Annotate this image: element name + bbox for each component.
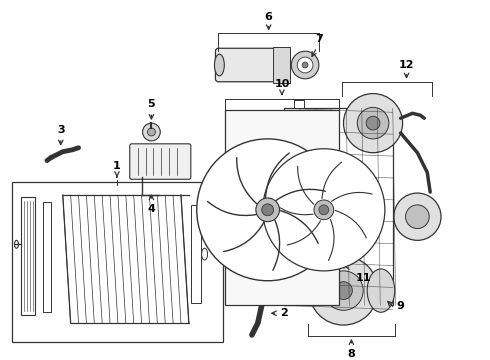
FancyArrowPatch shape [266, 153, 289, 197]
FancyArrowPatch shape [223, 222, 264, 252]
Circle shape [256, 198, 279, 222]
Bar [191, 205, 201, 303]
Circle shape [357, 107, 389, 139]
FancyArrowPatch shape [287, 221, 320, 245]
Text: 8: 8 [347, 349, 355, 359]
Circle shape [143, 123, 160, 141]
FancyArrowPatch shape [273, 203, 313, 215]
Circle shape [314, 200, 334, 220]
Bar [225, 110, 339, 305]
FancyArrowPatch shape [297, 166, 314, 204]
Circle shape [291, 51, 319, 79]
Circle shape [343, 94, 403, 153]
Circle shape [263, 149, 385, 271]
Bar [294, 100, 304, 108]
Text: 2: 2 [280, 308, 288, 318]
Circle shape [394, 193, 441, 240]
Circle shape [302, 62, 308, 68]
Bar [12, 182, 223, 342]
Text: 4: 4 [147, 204, 155, 214]
FancyBboxPatch shape [130, 144, 191, 179]
Text: 12: 12 [399, 60, 415, 70]
Ellipse shape [367, 269, 395, 312]
FancyArrowPatch shape [276, 189, 325, 201]
Circle shape [297, 57, 313, 73]
FancyArrowPatch shape [322, 162, 342, 198]
FancyArrowPatch shape [332, 192, 372, 201]
Text: 6: 6 [265, 12, 272, 22]
Circle shape [324, 271, 363, 310]
FancyArrowPatch shape [208, 202, 256, 216]
Bar [22, 197, 35, 315]
Circle shape [335, 282, 352, 300]
Circle shape [309, 256, 378, 325]
Text: 9: 9 [397, 301, 405, 311]
Circle shape [406, 205, 429, 229]
Circle shape [147, 128, 155, 136]
Ellipse shape [251, 268, 263, 276]
Text: 10: 10 [274, 78, 290, 89]
Circle shape [262, 204, 273, 216]
Text: 1: 1 [113, 161, 121, 171]
FancyArrowPatch shape [273, 220, 280, 270]
Circle shape [196, 139, 339, 281]
FancyArrowPatch shape [237, 158, 257, 204]
Bar [43, 202, 51, 312]
FancyArrowPatch shape [328, 219, 334, 260]
Ellipse shape [15, 240, 19, 248]
Text: 3: 3 [57, 125, 65, 135]
Ellipse shape [202, 248, 208, 260]
Bar [272, 47, 290, 83]
Ellipse shape [215, 54, 224, 76]
Bar [284, 108, 393, 305]
Text: 7: 7 [315, 34, 323, 44]
Text: 11: 11 [355, 273, 371, 283]
FancyArrowPatch shape [335, 211, 367, 238]
FancyArrowPatch shape [280, 211, 318, 243]
Circle shape [366, 116, 380, 130]
FancyBboxPatch shape [216, 48, 280, 82]
Bar [373, 100, 383, 108]
Circle shape [319, 205, 329, 215]
Text: 5: 5 [147, 99, 155, 109]
